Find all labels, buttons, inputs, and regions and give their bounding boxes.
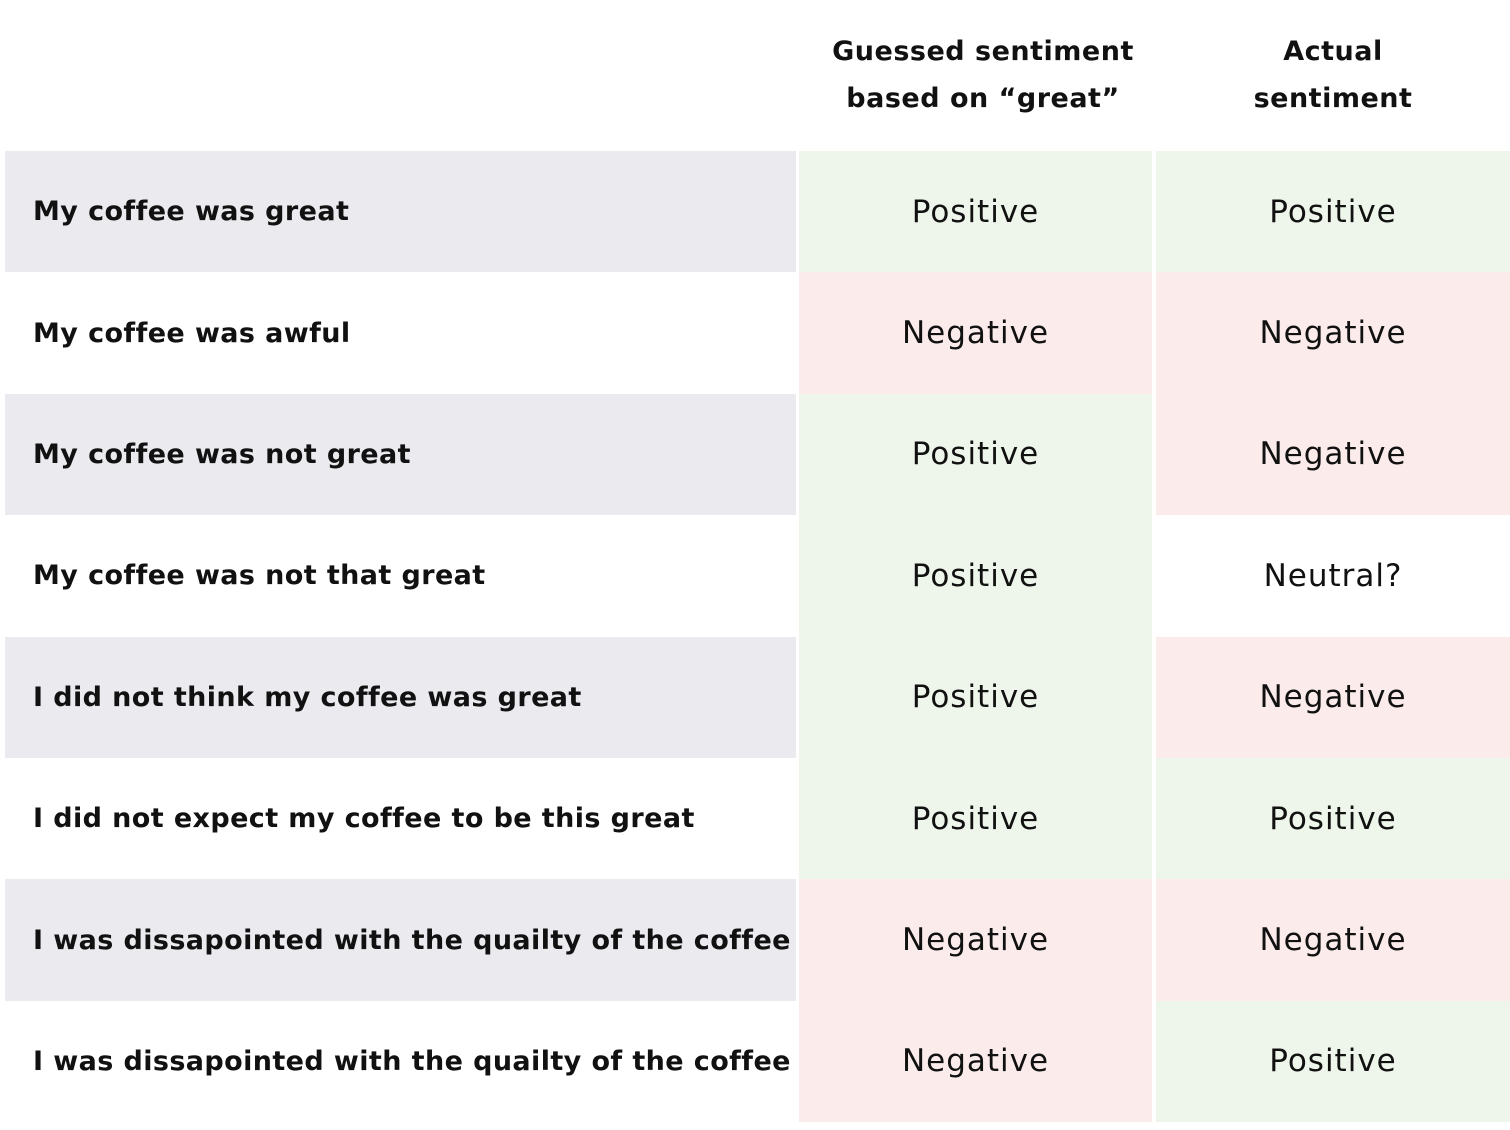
- sentence-cell: I did not think my coffee was great: [5, 636, 796, 758]
- actual-cell: Negative: [1156, 879, 1510, 1001]
- guessed-cell: Positive: [799, 515, 1152, 637]
- table-row: My coffee was awful Negative Negative: [0, 272, 1510, 394]
- table-row: I was dissapointed with the quailty of t…: [0, 1000, 1510, 1123]
- actual-cell: Positive: [1156, 1000, 1510, 1123]
- header-guessed-sentiment: Guessed sentiment based on “great”: [798, 0, 1168, 150]
- guessed-cell: Negative: [799, 1000, 1152, 1123]
- header-actual-line2: sentiment: [1253, 83, 1413, 114]
- actual-cell: Neutral?: [1156, 515, 1510, 637]
- guessed-cell: Positive: [799, 393, 1152, 516]
- table-row: I was dissapointed with the quailty of t…: [0, 879, 1510, 1001]
- guessed-cell: Positive: [799, 757, 1152, 880]
- header-guessed-line1: Guessed sentiment: [832, 36, 1134, 67]
- sentence-cell: I was dissapointed with the quailty of t…: [33, 1045, 791, 1077]
- header-guessed-line2: based on “great”: [846, 83, 1120, 114]
- sentence-cell: I did not expect my coffee to be this gr…: [33, 803, 695, 835]
- actual-cell: Negative: [1156, 636, 1510, 758]
- table-row: My coffee was not that great Positive Ne…: [0, 515, 1510, 637]
- sentence-cell: My coffee was awful: [33, 317, 351, 349]
- table-body: My coffee was great Positive Positive My…: [0, 151, 1510, 1123]
- actual-cell: Positive: [1156, 757, 1510, 880]
- guessed-cell: Positive: [799, 636, 1152, 758]
- actual-cell: Negative: [1156, 272, 1510, 394]
- table-row: I did not think my coffee was great Posi…: [0, 636, 1510, 758]
- guessed-cell: Negative: [799, 272, 1152, 394]
- table-row: My coffee was not great Positive Negativ…: [0, 393, 1510, 516]
- header-actual-line1: Actual: [1283, 36, 1383, 67]
- actual-cell: Positive: [1156, 151, 1510, 273]
- table-row: My coffee was great Positive Positive: [0, 151, 1510, 273]
- sentence-cell: My coffee was not great: [5, 393, 796, 516]
- table-row: I did not expect my coffee to be this gr…: [0, 757, 1510, 880]
- header-actual-sentiment: Actual sentiment: [1156, 0, 1510, 150]
- guessed-cell: Positive: [799, 151, 1152, 273]
- guessed-cell: Negative: [799, 879, 1152, 1001]
- sentence-cell: My coffee was not that great: [33, 560, 486, 592]
- sentence-cell: My coffee was great: [5, 151, 796, 273]
- sentence-cell: I was dissapointed with the quailty of t…: [5, 879, 796, 1001]
- actual-cell: Negative: [1156, 393, 1510, 516]
